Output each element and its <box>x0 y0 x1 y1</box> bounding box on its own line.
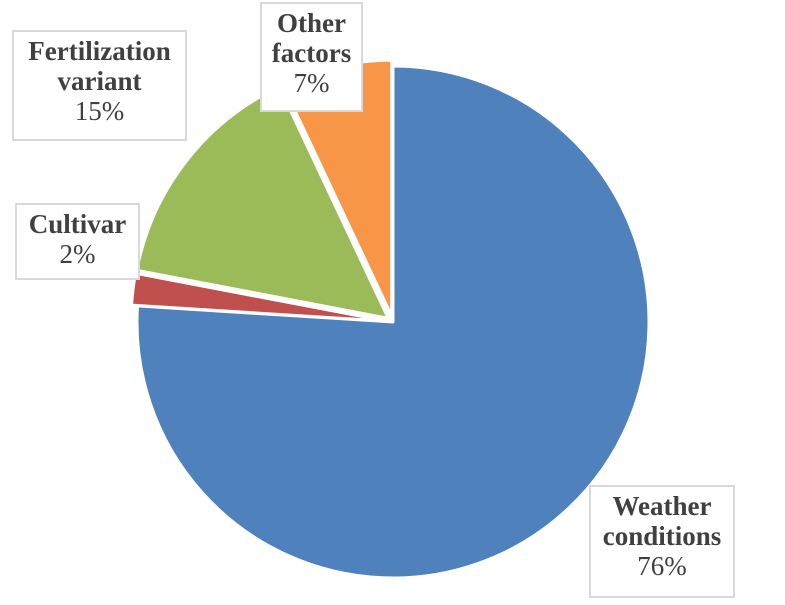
data-label-name: Cultivar <box>28 209 127 239</box>
data-label-name: conditions <box>602 521 722 551</box>
data-label-other-factors: Other factors 7% <box>260 2 363 112</box>
data-label-name: Fertilization <box>28 36 171 66</box>
data-label-value: 7% <box>293 68 330 98</box>
data-label-name: variant <box>57 66 142 96</box>
pie-slices <box>130 58 651 580</box>
pie-slice-weather-conditions <box>135 64 651 580</box>
pie-slice-fertilization-variant <box>135 85 390 320</box>
data-label-value: 76% <box>637 551 687 581</box>
data-label-value: 2% <box>59 239 96 269</box>
data-label-name: Weather <box>612 491 712 521</box>
data-label-value: 15% <box>74 96 125 126</box>
data-label-name: Other <box>277 8 346 38</box>
data-label-fertilization-variant: Fertilization variant 15% <box>12 30 187 141</box>
data-label-name: factors <box>271 38 352 68</box>
data-label-cultivar: Cultivar 2% <box>15 203 140 280</box>
data-label-weather-conditions: Weather conditions 76% <box>589 485 735 598</box>
